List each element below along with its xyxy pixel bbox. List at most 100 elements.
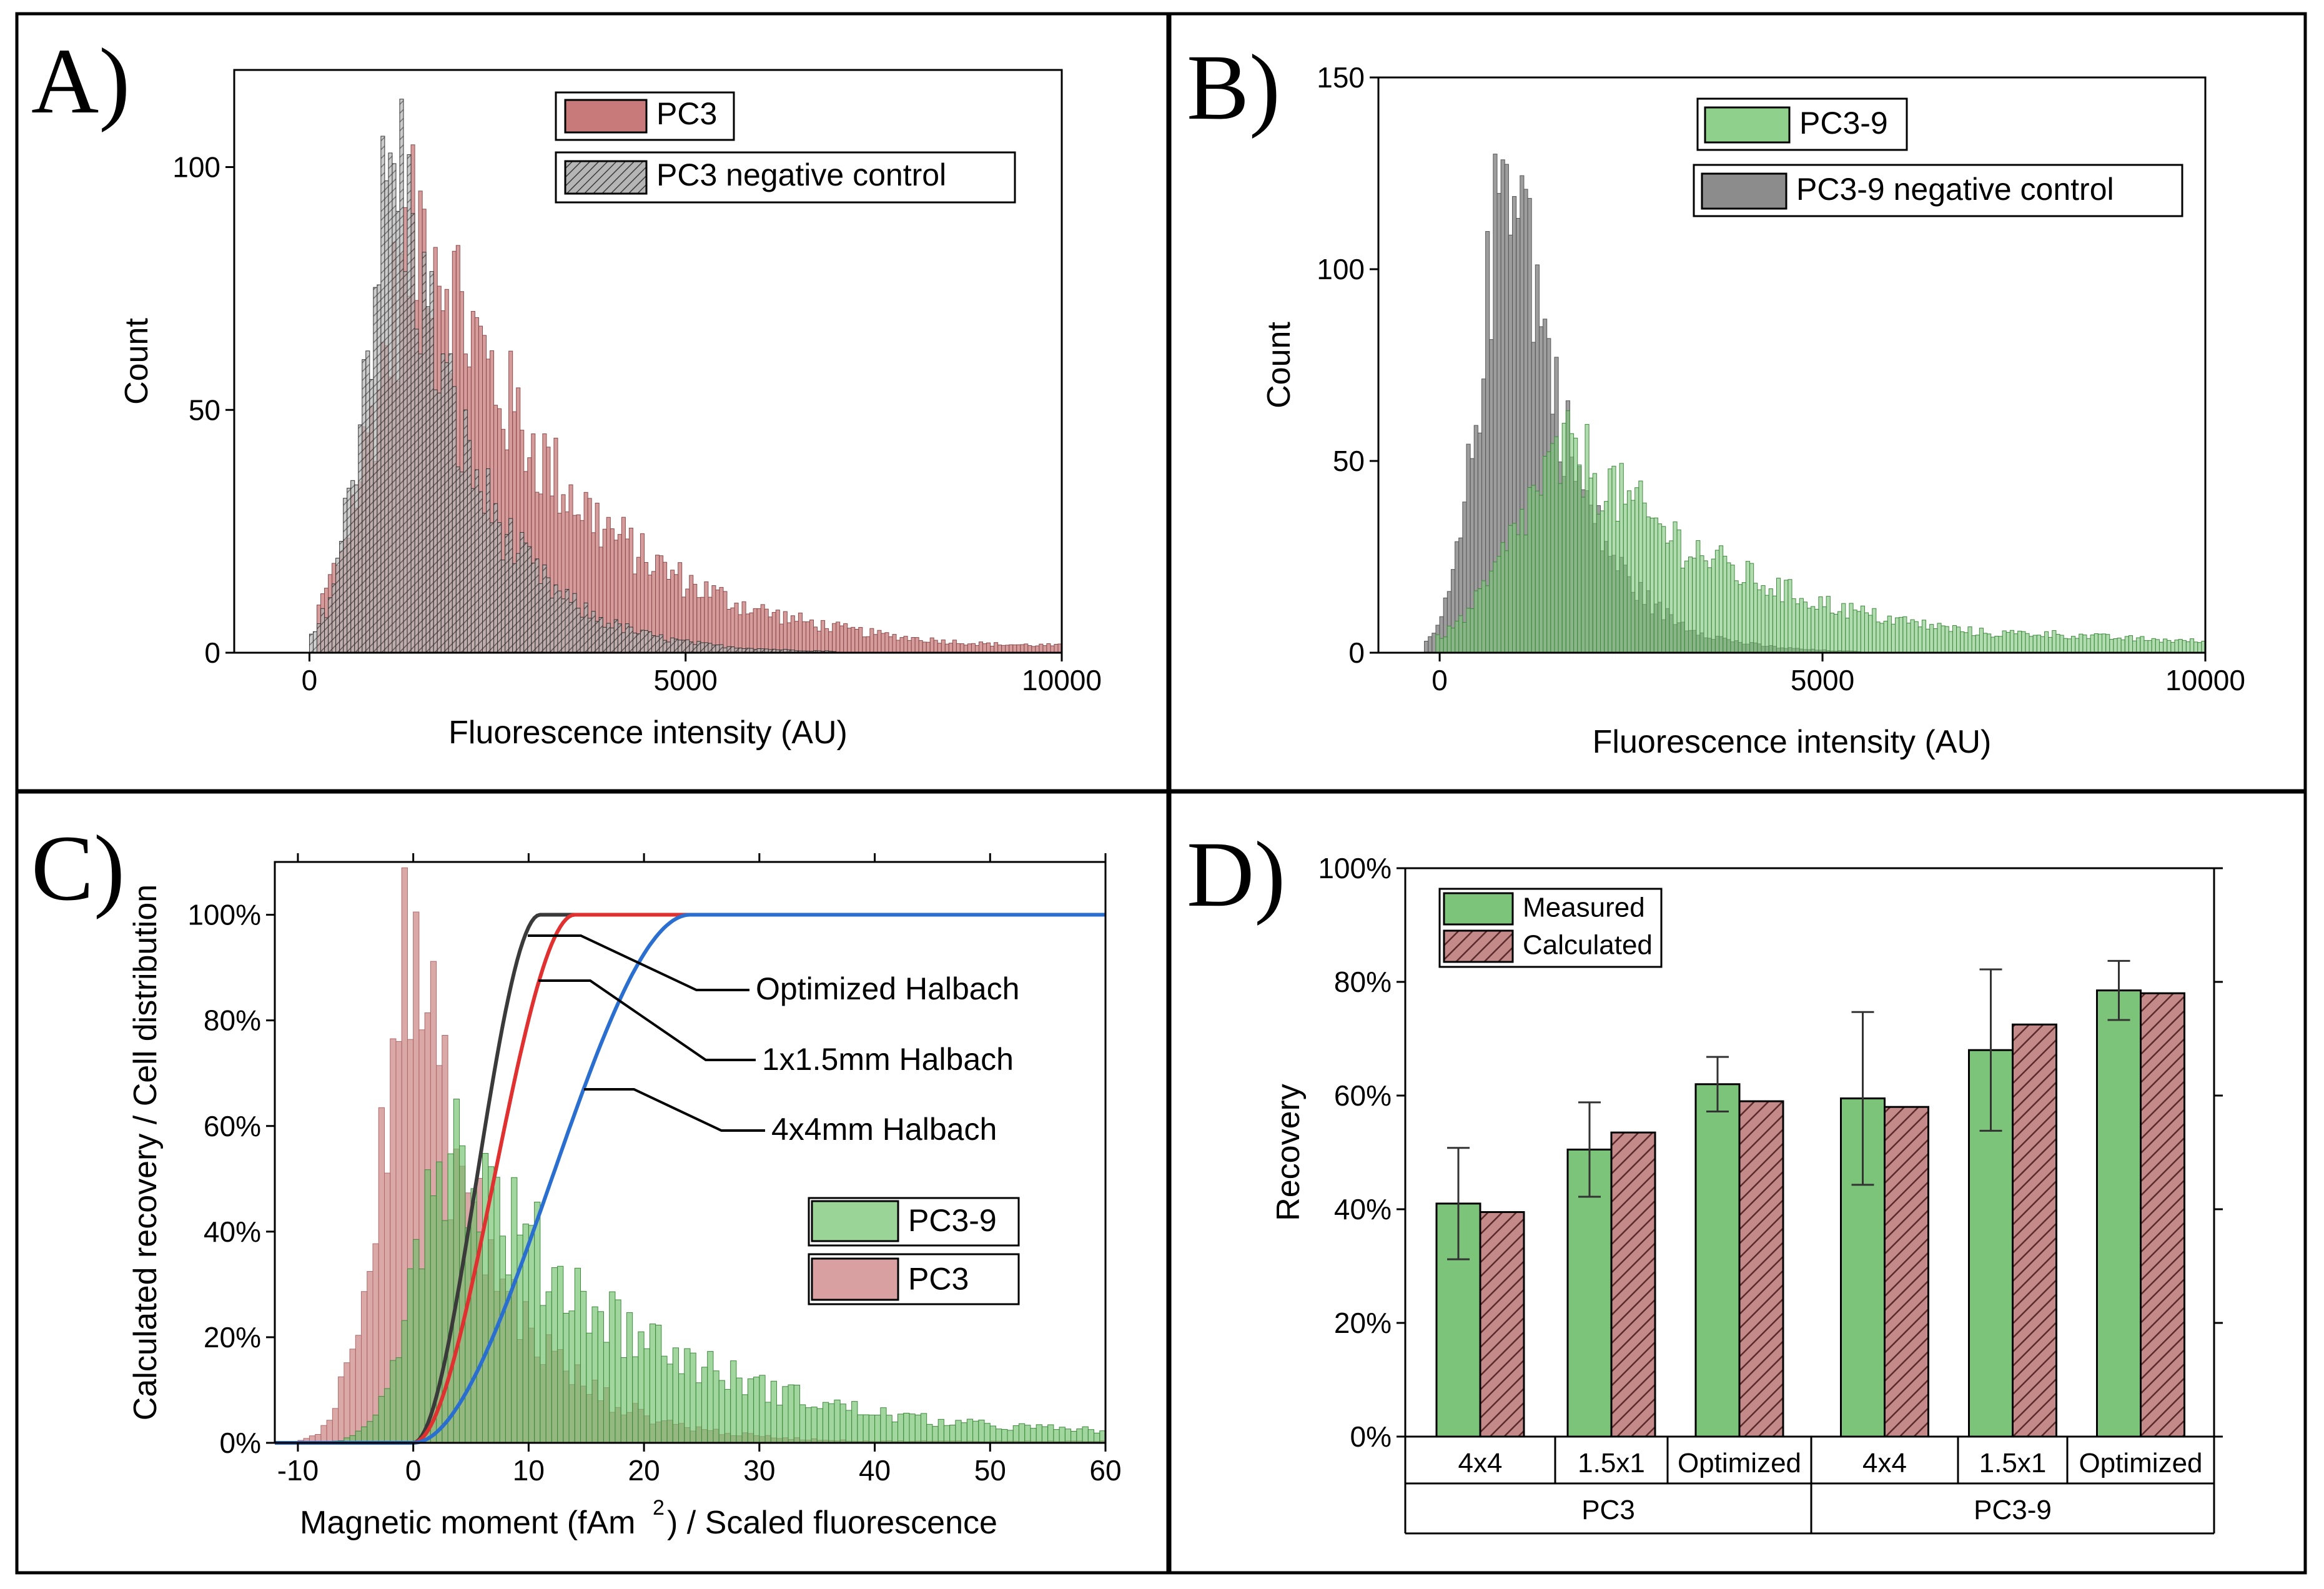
histogram-bar [909, 1413, 916, 1443]
histogram-bar [711, 585, 716, 653]
histogram-bar [881, 633, 886, 653]
histogram-bar [2032, 635, 2037, 653]
histogram-bar [1856, 611, 1861, 653]
histogram-bar [813, 626, 818, 653]
histogram-bar [309, 633, 314, 653]
histogram-bar [499, 1235, 506, 1443]
histogram-bar [741, 601, 746, 653]
histogram-bar [926, 1423, 933, 1443]
histogram-bar [568, 601, 573, 653]
histogram-bar [2132, 640, 2137, 653]
histogram-bar [1520, 508, 1525, 653]
histogram-bar [640, 630, 645, 653]
histogram-bar [2090, 634, 2095, 653]
histogram-bar [591, 1306, 598, 1443]
histogram-bar [2070, 636, 2076, 653]
y-tick-label: 0 [204, 636, 220, 669]
histogram-bar [1829, 613, 1834, 653]
histogram-bar [1450, 628, 1456, 653]
histogram-bar [1631, 500, 1636, 653]
histogram-bar [2082, 634, 2087, 653]
histogram-bar [1937, 623, 1942, 653]
histogram-bar [388, 152, 393, 653]
histogram-bar [1653, 517, 1658, 653]
histogram-bar [497, 522, 502, 653]
histogram-bar [1012, 1425, 1019, 1443]
histogram-bar [775, 610, 780, 653]
histogram-bar [816, 1408, 823, 1443]
histogram-bar [1094, 1432, 1100, 1443]
histogram-bar [617, 623, 622, 653]
histogram-bar [989, 1425, 997, 1443]
x-tick-label: 0 [405, 1454, 422, 1487]
histogram-bar [490, 522, 495, 653]
histogram-bar [1696, 540, 1701, 653]
histogram-bar [1477, 588, 1482, 653]
histogram-bar [1455, 620, 1460, 653]
histogram-bar [2075, 638, 2080, 653]
bar-calculated [2140, 992, 2185, 1438]
histogram-bar [1711, 558, 1716, 653]
histogram-bar [1814, 608, 1819, 653]
histogram-bar [730, 607, 735, 653]
histogram-bar [1076, 1428, 1083, 1443]
histogram-bar [527, 546, 532, 653]
histogram-bar [1772, 595, 1777, 653]
histogram-bar [824, 628, 829, 653]
histogram-bar [1041, 1426, 1049, 1443]
histogram-bar [2120, 639, 2125, 653]
histogram-bar [877, 630, 882, 653]
histogram-bar [1012, 644, 1017, 653]
histogram-bar [868, 1414, 876, 1443]
x-tick-label: 20 [628, 1454, 660, 1487]
y-tick-label: 100% [187, 899, 261, 931]
histogram-bar [1493, 562, 1498, 653]
histogram-bar [1064, 1428, 1072, 1443]
histogram-bar [511, 1177, 518, 1443]
histogram-bar [437, 392, 442, 653]
histogram-bar [801, 621, 806, 653]
y-tick-label: 40% [204, 1215, 261, 1248]
histogram-bar [610, 627, 615, 653]
histogram-bar [380, 136, 385, 653]
plot-frame [1377, 76, 2207, 654]
histogram-bar [2079, 633, 2084, 653]
y-tick-label: 60% [1334, 1079, 1392, 1112]
y-tick-label: 100 [1317, 253, 1365, 285]
histogram-bar [786, 622, 791, 653]
histogram-bar [899, 637, 904, 653]
histogram-bar [1039, 643, 1044, 653]
histogram-bar [324, 617, 329, 653]
histogram-bar [1424, 640, 1429, 653]
histogram-bar [1761, 585, 1766, 653]
histogram-bar [768, 616, 773, 653]
y-tick-label: 100% [1318, 852, 1392, 884]
histogram-bar [444, 362, 449, 653]
histogram-bar [1558, 483, 1563, 653]
histogram-bar [1611, 465, 1616, 653]
histogram-bar [463, 409, 468, 653]
histogram-bar [378, 1396, 385, 1443]
histogram-bar [836, 621, 841, 653]
histogram-bar [1852, 610, 1857, 653]
histogram-bar [459, 472, 464, 653]
legend-swatch [564, 160, 648, 195]
x-tick-label: 5000 [654, 664, 718, 696]
histogram-bar [1707, 567, 1712, 653]
histogram-bar [448, 353, 453, 653]
y-axis-label: Count [119, 318, 155, 405]
histogram-bar [383, 1388, 391, 1443]
histogram-bar [897, 1413, 904, 1443]
histogram-bar [1795, 603, 1800, 653]
histogram-bar [580, 616, 585, 653]
histogram-bar [1608, 468, 1613, 653]
histogram-bar [2102, 633, 2107, 653]
histogram-bar [2155, 639, 2160, 653]
histogram-bar [1458, 615, 1463, 653]
histogram-bar [997, 645, 1002, 653]
histogram-bar [1054, 644, 1059, 653]
histogram-bar [1523, 534, 1528, 653]
histogram-bar [866, 636, 871, 653]
histogram-bar [465, 1227, 472, 1443]
histogram-bar [355, 1335, 362, 1443]
